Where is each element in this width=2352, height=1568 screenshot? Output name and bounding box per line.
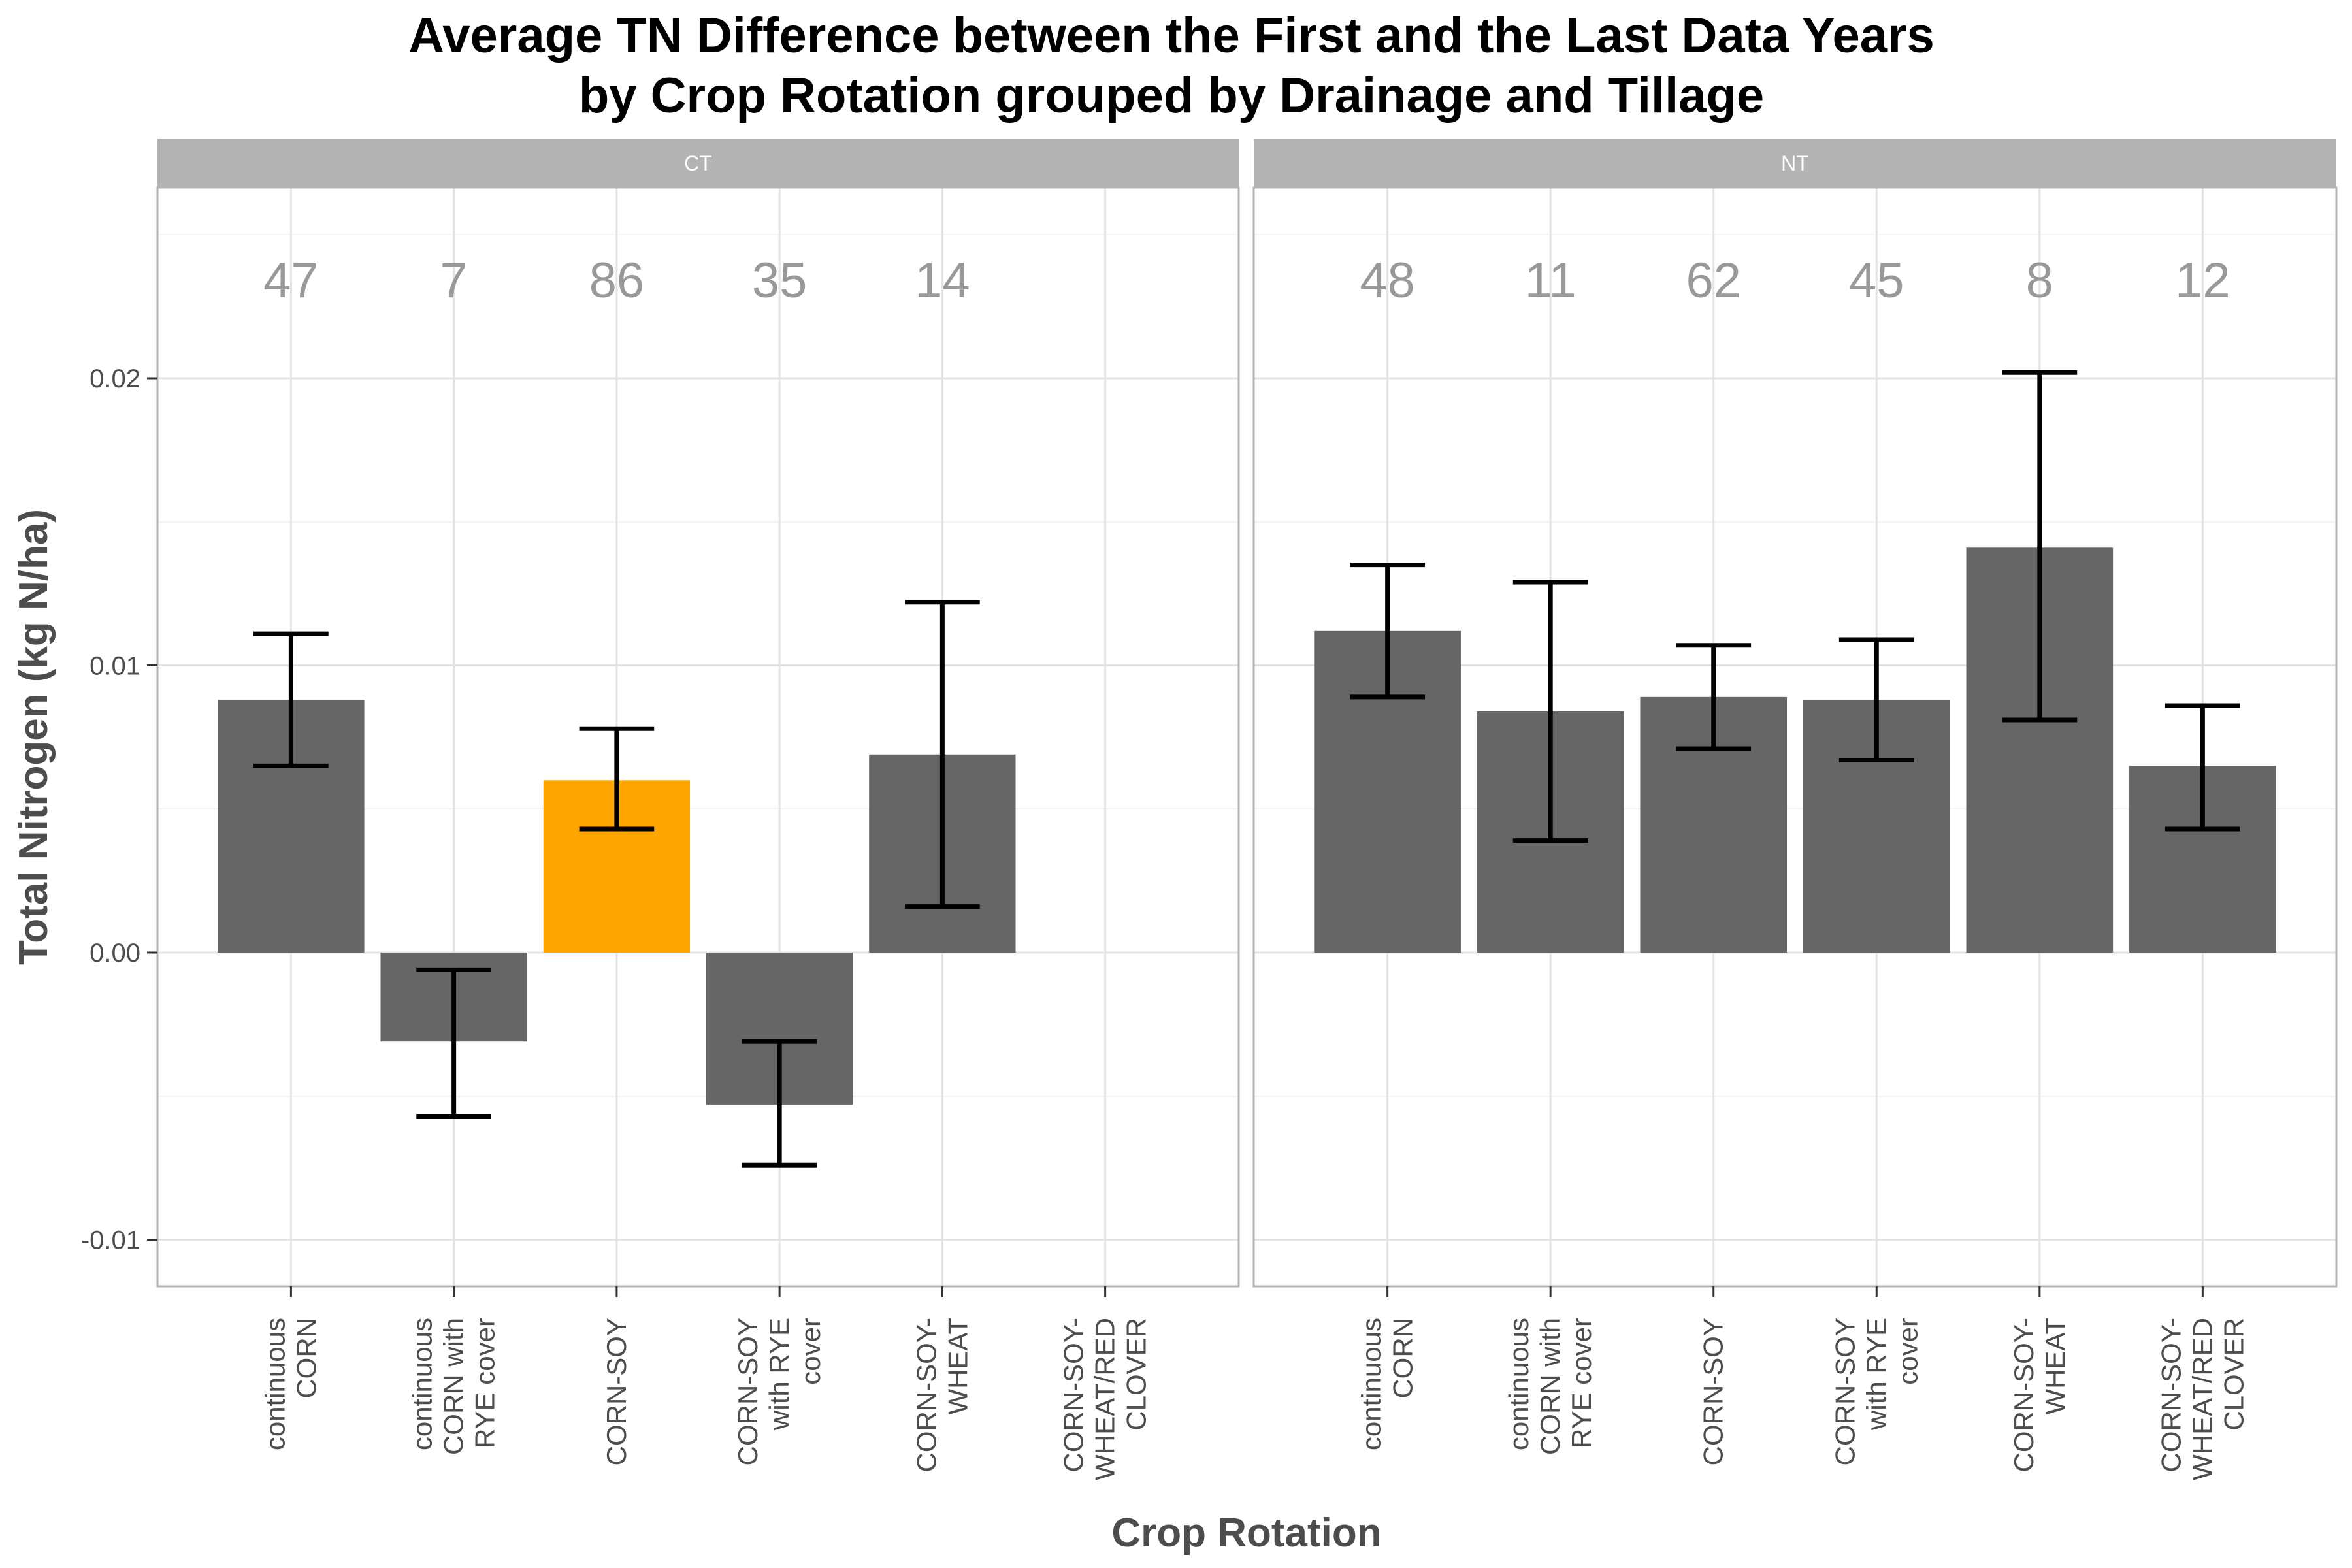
count-label: 86 — [589, 253, 645, 308]
error-bar — [1838, 637, 1914, 763]
x-tick-label-line: continuous — [259, 1318, 290, 1450]
error-bar — [579, 726, 655, 832]
count-label: 48 — [1360, 253, 1415, 308]
x-tick-label-line: with RYE — [1861, 1318, 1891, 1431]
error-bar — [416, 967, 491, 1119]
facet-strip — [157, 139, 1239, 188]
count-label: 7 — [440, 253, 467, 308]
x-axis-title: Crop Rotation — [1111, 1511, 1381, 1556]
x-tick-label-line: CORN-SOY- — [1058, 1318, 1089, 1472]
x-tick-label: CORN-SOYwith RYEcover — [1829, 1318, 1923, 1465]
error-bar — [2002, 370, 2078, 723]
x-tick-label-line: cover — [795, 1318, 826, 1385]
error-bar — [1512, 580, 1588, 843]
x-tick-label: CORN-SOY-WHEAT/REDCLOVER — [2155, 1318, 2249, 1480]
x-tick-label-line: CORN-SOY- — [911, 1318, 941, 1472]
x-tick-label: continuousCORN withRYE cover — [1503, 1318, 1597, 1455]
x-tick-label-line: WHEAT/RED — [2187, 1318, 2217, 1480]
y-axis: -0.01 0.00 0.01 0.02 — [81, 365, 157, 1255]
x-tick-label-line: CORN-SOY- — [2008, 1318, 2039, 1472]
x-tick-label-line: CLOVER — [2218, 1318, 2249, 1431]
x-tick-label-line: with RYE — [764, 1318, 794, 1431]
y-tick-label: 0.00 — [90, 939, 140, 968]
x-tick-label-line: CORN — [1388, 1318, 1418, 1399]
x-tick-label-line: CORN-SOY — [1829, 1318, 1860, 1465]
facet-strip-label: CT — [684, 152, 712, 175]
x-tick-label-line: CORN — [291, 1318, 321, 1399]
x-tick-label-line: CORN-SOY — [1698, 1318, 1729, 1465]
count-label: 11 — [1525, 253, 1576, 308]
x-tick-label-line: CORN with — [1535, 1318, 1565, 1455]
x-tick-label-line: RYE cover — [1566, 1318, 1597, 1448]
title-line: Average TN Difference between the First … — [408, 8, 1935, 63]
x-tick-label: continuousCORN — [1356, 1318, 1418, 1450]
x-tick-label-line: RYE cover — [470, 1318, 500, 1448]
y-tick-label: 0.02 — [90, 365, 140, 393]
x-tick-label: CORN-SOY — [1698, 1318, 1729, 1465]
x-tick-label-line: CLOVER — [1121, 1318, 1152, 1431]
facet-strip — [1254, 139, 2336, 188]
x-tick-label-line: continuous — [407, 1318, 438, 1450]
y-tick-label: 0.01 — [90, 652, 140, 681]
count-label: 47 — [263, 253, 319, 308]
x-tick-label-line: CORN-SOY- — [2155, 1318, 2186, 1472]
y-axis-title: Total Nitrogen (kg N/ha) — [11, 509, 56, 965]
x-tick-label: continuousCORN withRYE cover — [407, 1318, 500, 1455]
count-label: 45 — [1849, 253, 1904, 308]
x-tick-label: CORN-SOY-WHEAT/REDCLOVER — [1058, 1318, 1152, 1480]
count-label: 62 — [1686, 253, 1741, 308]
chart-title: Average TN Difference between the First … — [408, 8, 1935, 123]
x-tick-label-line: WHEAT/RED — [1090, 1318, 1120, 1480]
x-tick-label-line: CORN-SOY — [601, 1318, 632, 1465]
count-label: 12 — [2175, 253, 2230, 308]
x-tick-label-line: WHEAT — [2040, 1318, 2070, 1415]
x-tick-label: CORN-SOYwith RYEcover — [732, 1318, 826, 1465]
x-tick-label: continuousCORN — [259, 1318, 321, 1450]
error-bar — [2164, 703, 2240, 832]
x-tick-label-line: WHEAT — [942, 1318, 973, 1415]
error-bar — [742, 1039, 817, 1168]
x-tick-label-line: CORN-SOY — [732, 1318, 763, 1465]
x-tick-label-line: cover — [1892, 1318, 1923, 1385]
y-tick-label: -0.01 — [81, 1226, 140, 1255]
error-bar — [253, 631, 329, 768]
error-bar — [1350, 563, 1426, 700]
x-tick-label-line: continuous — [1356, 1318, 1387, 1450]
facet-strip-label: NT — [1781, 152, 1809, 175]
x-tick-label: CORN-SOY-WHEAT — [2008, 1318, 2070, 1472]
x-tick-label: CORN-SOY — [601, 1318, 632, 1465]
count-label: 35 — [752, 253, 808, 308]
count-label: 8 — [2026, 253, 2053, 308]
x-tick-label: CORN-SOY-WHEAT — [911, 1318, 973, 1472]
x-tick-label-line: continuous — [1503, 1318, 1534, 1450]
count-label: 14 — [915, 253, 970, 308]
x-tick-label-line: CORN with — [438, 1318, 469, 1455]
title-line: by Crop Rotation grouped by Drainage and… — [579, 68, 1764, 123]
error-bar — [905, 600, 980, 909]
error-bar — [1676, 643, 1752, 751]
